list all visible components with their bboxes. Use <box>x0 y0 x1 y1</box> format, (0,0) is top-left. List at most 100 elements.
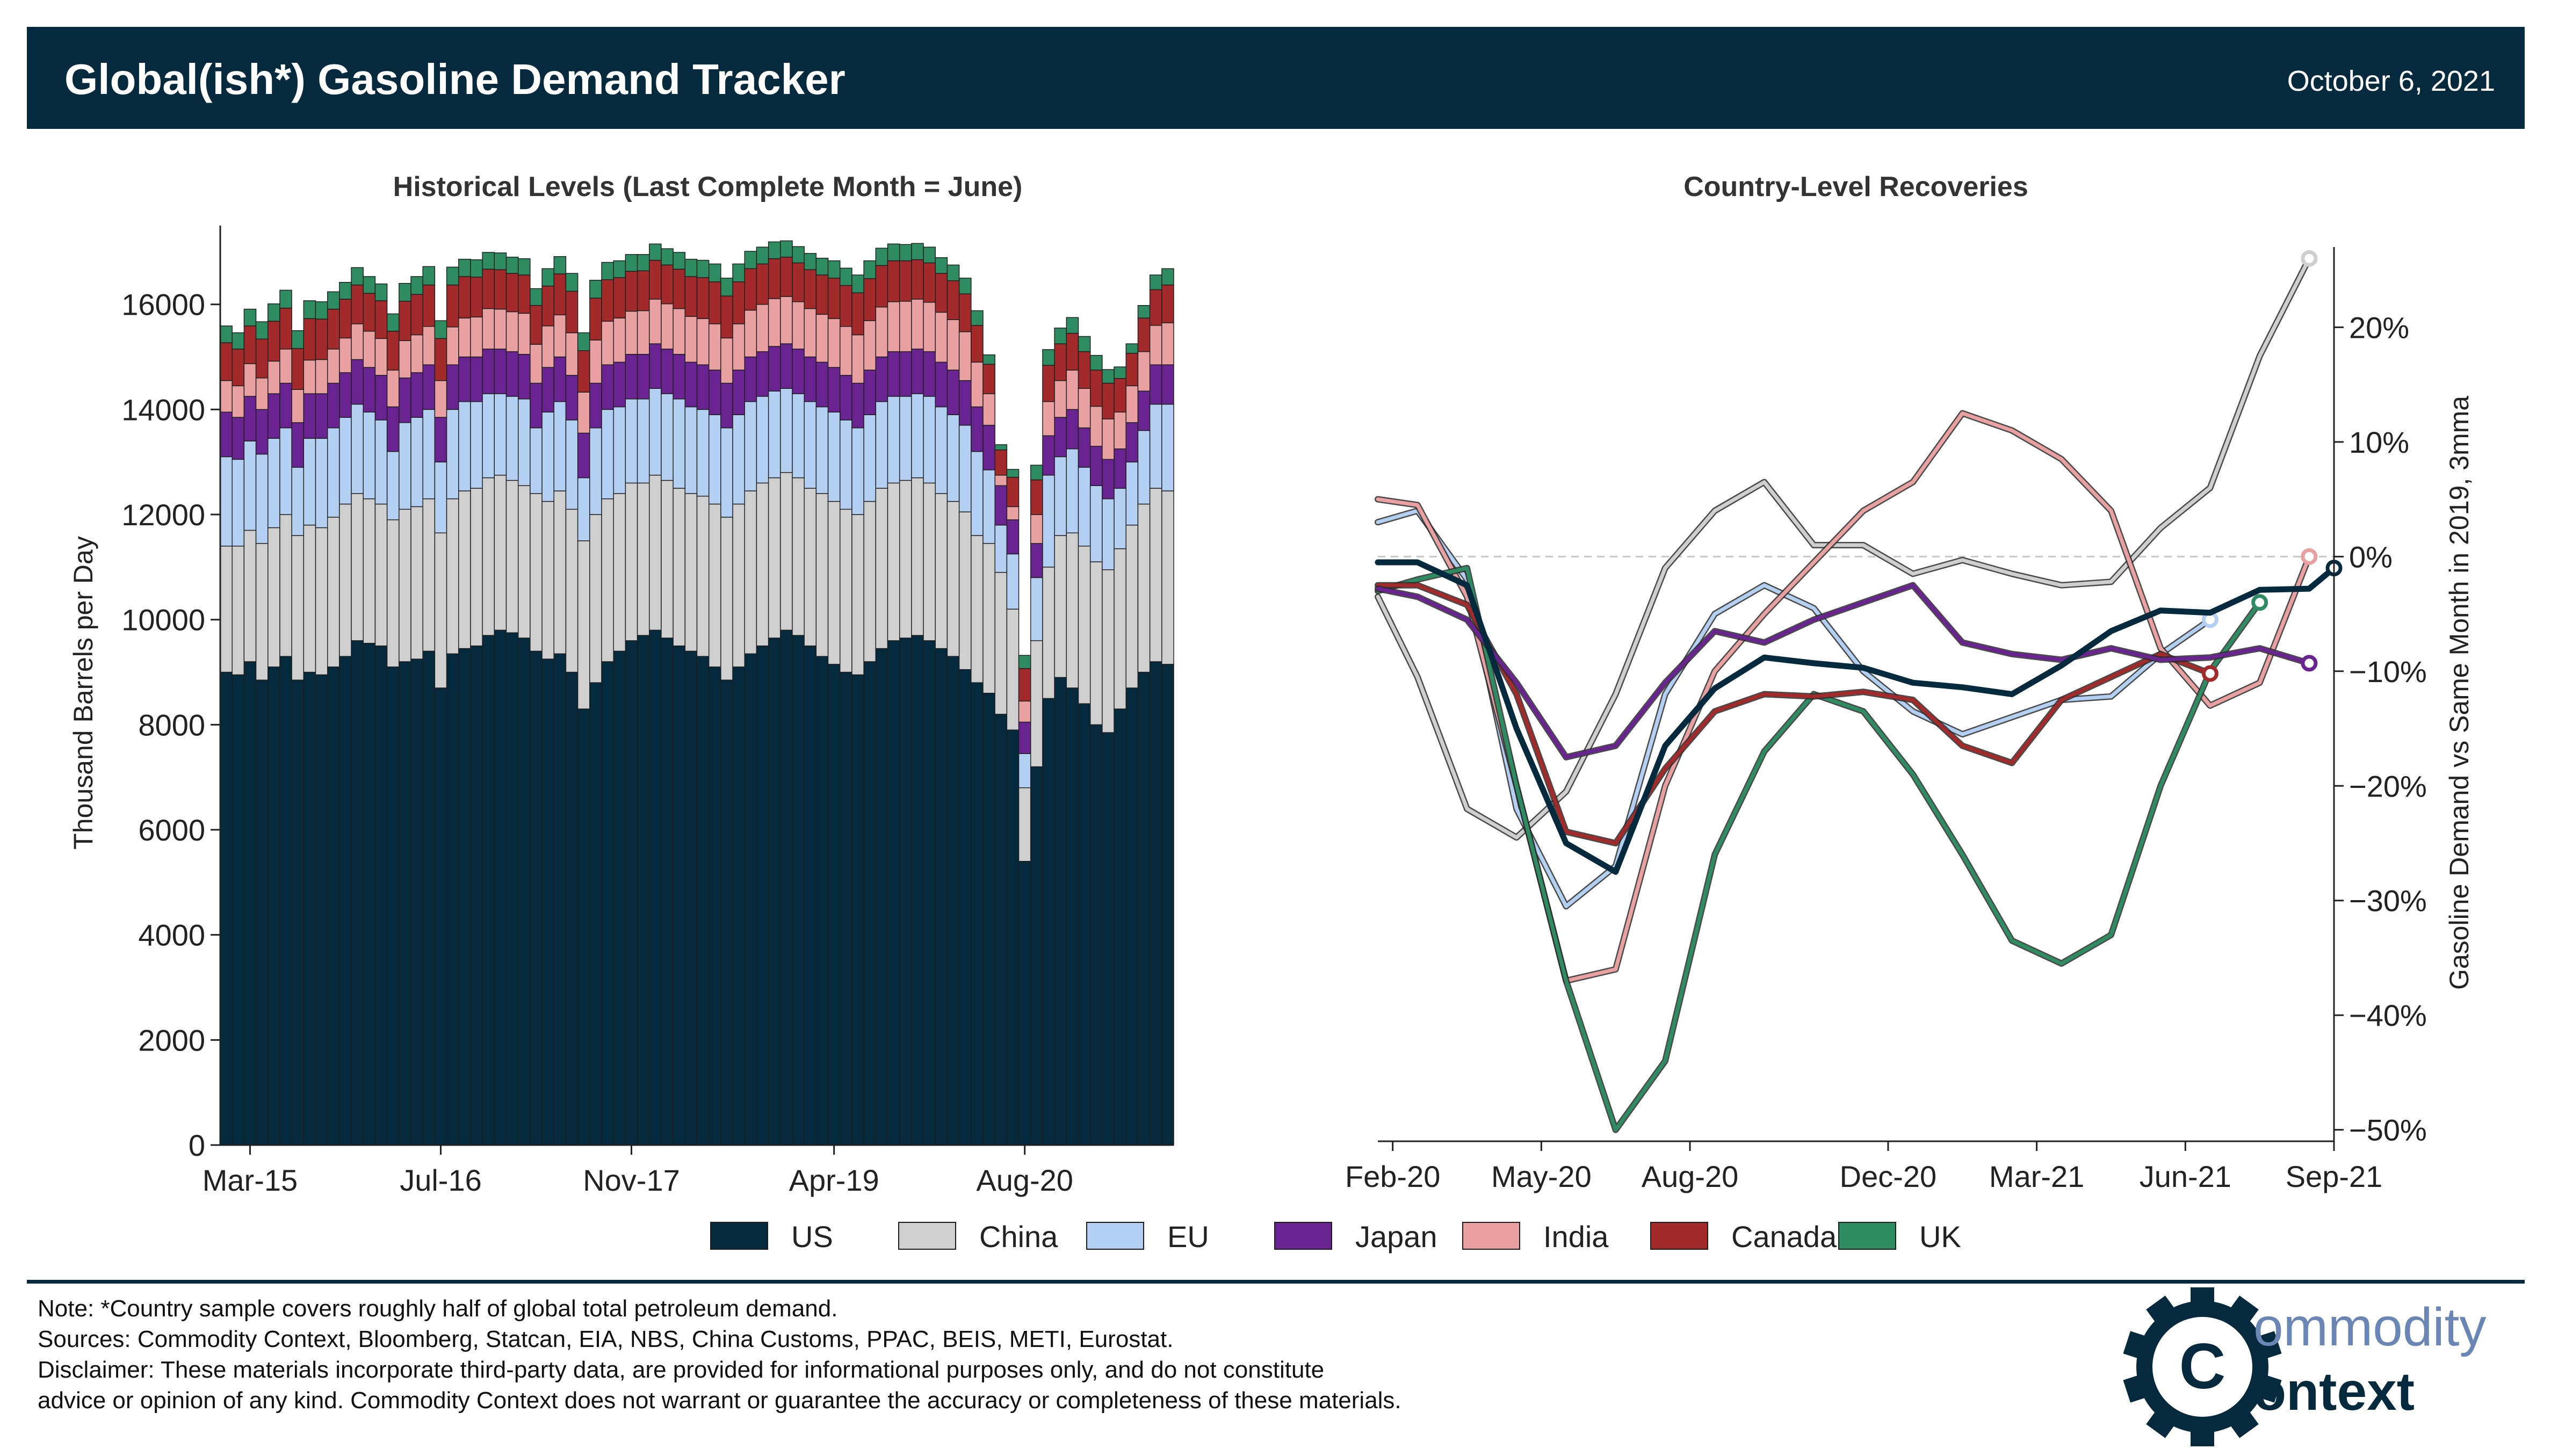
bar-segment-japan <box>220 411 233 458</box>
bar-segment-china <box>1018 787 1031 862</box>
bar-segment-uk <box>1078 336 1091 352</box>
bar-segment-canada <box>1030 479 1043 515</box>
bar-segment-china <box>422 498 436 652</box>
bar-segment-china <box>827 501 841 665</box>
bar-segment-china <box>410 506 423 660</box>
bar-segment-india <box>303 359 316 394</box>
bar-segment-canada <box>815 274 829 315</box>
bar-segment-eu <box>637 399 650 484</box>
bar-segment-canada <box>374 300 388 339</box>
bar-segment-china <box>625 482 638 641</box>
bar-segment-india <box>1054 380 1067 418</box>
bar-segment-eu <box>768 390 781 479</box>
bar-segment-japan <box>399 378 411 423</box>
left-y-tick-label: 16000 <box>121 288 205 322</box>
bar-segment-india <box>243 363 257 397</box>
bar-segment-us <box>708 667 721 1146</box>
bar-segment-canada <box>768 258 781 299</box>
bar-segment-india <box>1125 385 1139 423</box>
right-y-tick-label: −20% <box>2349 769 2427 803</box>
bar-segment-uk <box>946 264 960 281</box>
bar-segment-us <box>958 669 972 1146</box>
bar-segment-india <box>268 360 280 394</box>
bar-segment-india <box>887 301 900 352</box>
logo-letter: C <box>2179 1330 2226 1402</box>
right-y-tick-label: 20% <box>2349 310 2409 344</box>
bar-segment-us <box>517 638 531 1146</box>
bar-segment-eu <box>327 427 340 518</box>
bar-segment-india <box>911 299 924 350</box>
footer-disclaimer: Disclaimer: These materials incorporate … <box>38 1357 1401 1414</box>
bar-segment-japan <box>637 353 650 400</box>
bar-segment-india <box>946 319 960 371</box>
bar-segment-uk <box>815 257 829 276</box>
bar-segment-us <box>827 664 841 1146</box>
bar-segment-uk <box>351 267 364 286</box>
series-endpoint-japan <box>2301 655 2318 672</box>
bar-segment-india <box>255 378 269 410</box>
right-chart-title: Country-Level Recoveries <box>1683 171 2028 202</box>
bar-segment-china <box>684 493 698 652</box>
bar-segment-eu <box>232 459 245 547</box>
bar-segment-canada <box>553 273 567 316</box>
bar-segment-india <box>577 392 590 434</box>
bar-segment-japan <box>243 396 257 441</box>
bar-segment-eu <box>291 467 305 536</box>
bar-segment-eu <box>625 399 638 484</box>
bar-segment-china <box>482 477 495 636</box>
bar-segment-uk <box>482 252 495 270</box>
bar-segment-india <box>768 298 781 347</box>
bar-segment-china <box>1006 609 1020 730</box>
bar-segment-us <box>410 658 423 1146</box>
bar-segment-japan <box>422 364 436 410</box>
footer-notes: Note: *Country sample covers roughly hal… <box>38 1293 1757 1416</box>
bar-segment-canada <box>1114 378 1126 412</box>
bar-segment-us <box>482 635 495 1146</box>
bar-segment-japan <box>863 370 877 415</box>
legend-label-eu: EU <box>1167 1220 1209 1254</box>
bar-segment-india <box>684 316 698 363</box>
bar-segment-china <box>279 514 292 657</box>
left-chart-title: Historical Levels (Last Complete Month =… <box>393 171 1023 202</box>
bar-segment-india <box>744 309 757 358</box>
bar-segment-china <box>649 474 662 631</box>
bar-segment-india <box>458 317 471 358</box>
bar-segment-us <box>1018 861 1031 1146</box>
bar-segment-china <box>1054 535 1067 678</box>
legend-label-canada: Canada <box>1731 1220 1837 1254</box>
bar-segment-eu <box>744 401 757 491</box>
bar-segment-china <box>530 493 543 652</box>
bar-segment-canada <box>386 330 400 371</box>
bar-segment-japan <box>923 351 936 397</box>
bar-segment-canada <box>458 276 471 318</box>
series-endpoint-india <box>2301 548 2318 565</box>
bar-segment-canada <box>899 260 912 302</box>
bar-segment-japan <box>1054 417 1067 458</box>
bar-segment-us <box>780 629 793 1146</box>
bar-segment-canada <box>517 274 531 314</box>
right-x-tick-label: Aug-20 <box>1642 1160 1739 1193</box>
bar-segment-uk <box>232 332 245 350</box>
bar-segment-japan <box>827 367 841 412</box>
bar-segment-japan <box>756 351 769 397</box>
bar-segment-us <box>768 638 781 1146</box>
bar-segment-china <box>1137 503 1151 673</box>
bar-segment-us <box>243 661 257 1146</box>
bar-segment-us <box>1114 708 1126 1146</box>
bar-segment-uk <box>1125 343 1139 354</box>
bar-segment-eu <box>1006 553 1020 610</box>
bar-segment-canada <box>935 273 948 313</box>
bar-segment-india <box>530 344 543 384</box>
bar-segment-india <box>422 326 436 365</box>
bar-segment-uk <box>553 256 567 274</box>
bar-segment-us <box>232 674 245 1146</box>
bar-segment-india <box>565 332 579 376</box>
bar-segment-us <box>756 645 769 1146</box>
bar-segment-canada <box>530 305 543 345</box>
bar-segment-us <box>220 671 233 1146</box>
bar-segment-canada <box>1161 284 1174 323</box>
bar-segment-china <box>1042 567 1055 699</box>
bar-segment-china <box>637 482 650 636</box>
bar-segment-uk <box>399 282 411 302</box>
